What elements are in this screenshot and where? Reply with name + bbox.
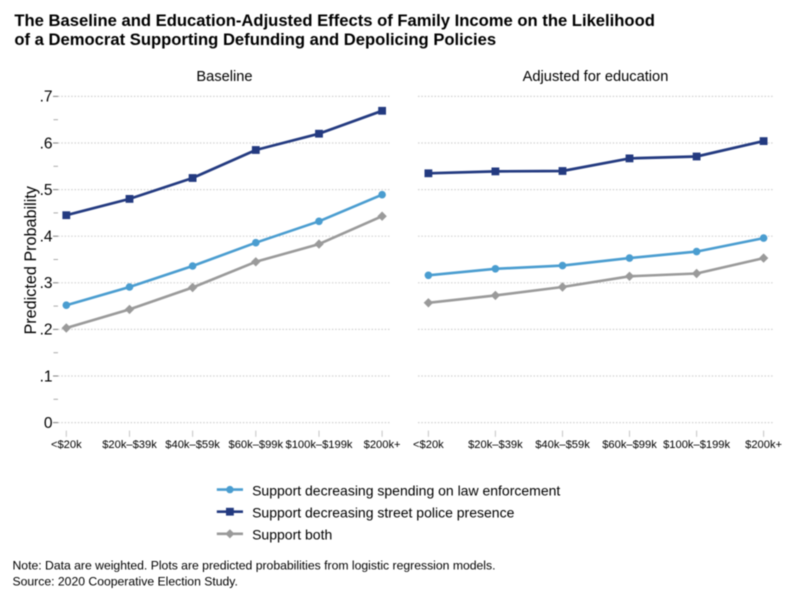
svg-text:The Baseline and Education-Adj: The Baseline and Education-Adjusted Effe… [14,11,654,30]
svg-text:of a Democrat Supporting Defun: of a Democrat Supporting Defunding and D… [14,30,496,49]
svg-text:Predicted Probability: Predicted Probability [22,185,40,334]
svg-text:.5: .5 [40,182,53,199]
svg-text:.2: .2 [40,322,53,339]
svg-text:.1: .1 [40,368,53,385]
svg-text:$60k–$99k: $60k–$99k [229,439,284,451]
svg-text:Support decreasing spending on: Support decreasing spending on law enfor… [252,483,560,499]
svg-text:$20k–$39k: $20k–$39k [468,439,523,451]
svg-text:Adjusted for education: Adjusted for education [523,69,669,85]
svg-text:Support decreasing street poli: Support decreasing street police presenc… [252,505,514,521]
svg-text:$40k–$59k: $40k–$59k [165,439,220,451]
svg-text:$200k+: $200k+ [745,439,782,451]
svg-text:<$20k: <$20k [51,439,82,451]
svg-text:0: 0 [44,415,53,432]
svg-text:Source: 2020 Cooperative Elect: Source: 2020 Cooperative Election Study. [13,575,238,589]
svg-text:$20k–$39k: $20k–$39k [102,439,157,451]
svg-text:$100k–$199k: $100k–$199k [286,439,353,451]
svg-text:Support both: Support both [252,527,332,543]
svg-text:Note: Data are weighted. Plots: Note: Data are weighted. Plots are predi… [13,559,496,573]
svg-text:$40k–$59k: $40k–$59k [535,439,590,451]
svg-text:.3: .3 [40,275,53,292]
svg-text:.6: .6 [40,135,53,152]
svg-text:.7: .7 [40,89,53,106]
svg-text:.4: .4 [40,229,53,246]
svg-text:Baseline: Baseline [196,69,252,85]
svg-text:<$20k: <$20k [413,439,444,451]
svg-text:$60k–$99k: $60k–$99k [602,439,657,451]
svg-text:$100k–$199k: $100k–$199k [663,439,730,451]
svg-text:$200k+: $200k+ [364,439,401,451]
